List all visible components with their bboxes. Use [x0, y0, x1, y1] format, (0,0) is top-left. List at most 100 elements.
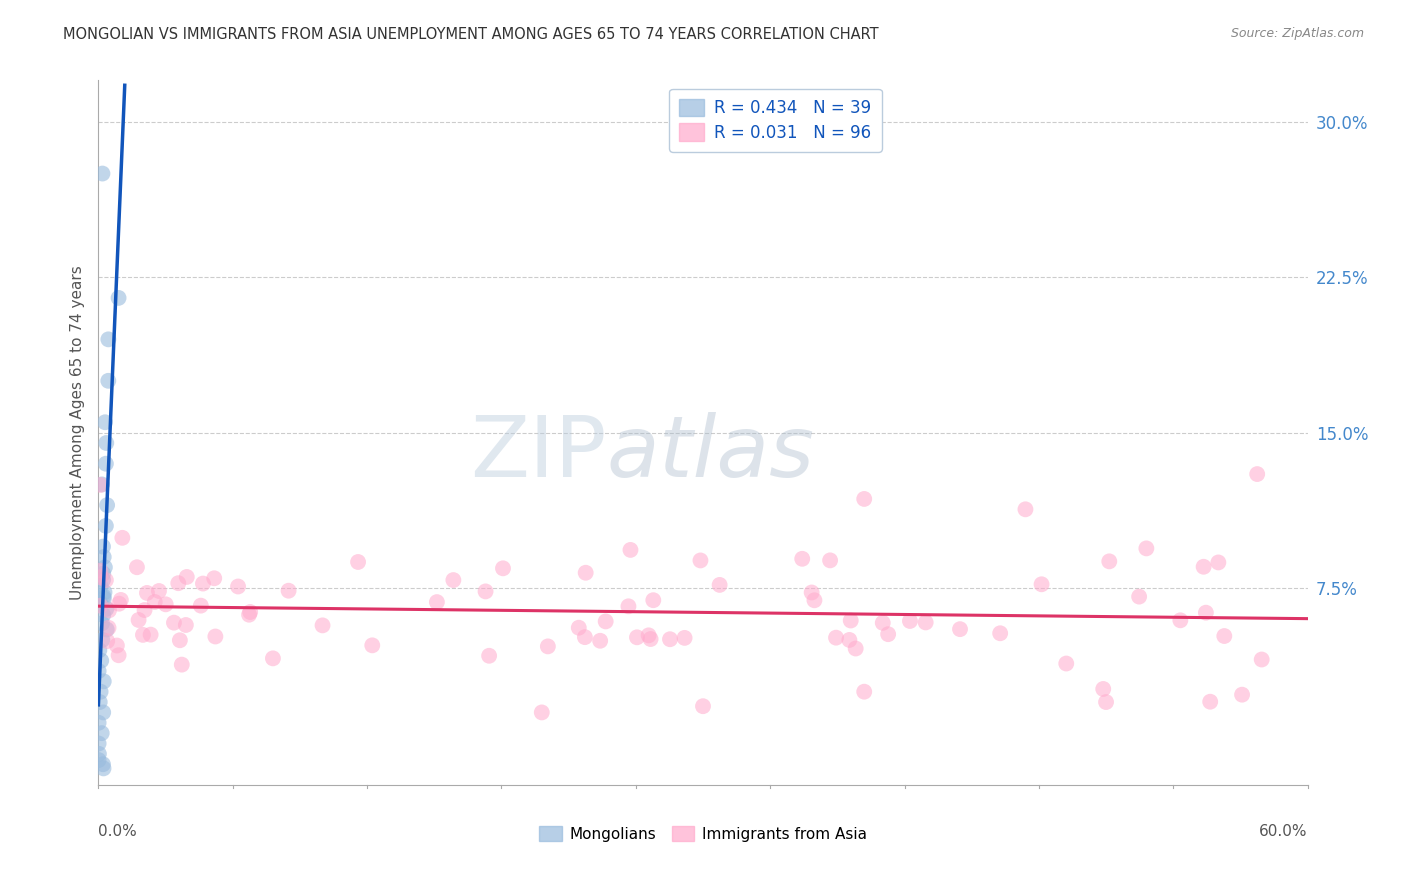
Point — [949, 622, 972, 636]
Point — [93, 549, 115, 564]
Point — [872, 615, 894, 630]
Point — [91, 477, 114, 491]
Point — [617, 599, 640, 614]
Point — [96, 634, 118, 648]
Point — [643, 593, 665, 607]
Point — [139, 627, 162, 641]
Point — [90, 726, 112, 740]
Point — [91, 566, 114, 581]
Point — [97, 332, 120, 346]
Point — [226, 580, 249, 594]
Point — [93, 585, 115, 599]
Point — [167, 576, 190, 591]
Point — [988, 626, 1011, 640]
Point — [914, 615, 936, 630]
Point — [838, 632, 860, 647]
Point — [97, 374, 120, 388]
Point — [93, 591, 115, 606]
Point — [575, 566, 598, 580]
Point — [90, 654, 112, 668]
Point — [478, 648, 501, 663]
Point — [709, 578, 731, 592]
Point — [89, 596, 111, 610]
Point — [93, 761, 115, 775]
Text: MONGOLIAN VS IMMIGRANTS FROM ASIA UNEMPLOYMENT AMONG AGES 65 TO 74 YEARS CORRELA: MONGOLIAN VS IMMIGRANTS FROM ASIA UNEMPL… — [63, 27, 879, 42]
Point — [96, 498, 118, 512]
Point — [110, 593, 132, 607]
Point — [311, 618, 333, 632]
Point — [474, 584, 496, 599]
Point — [1192, 559, 1215, 574]
Point — [136, 586, 159, 600]
Point — [1128, 590, 1150, 604]
Point — [89, 643, 111, 657]
Point — [262, 651, 284, 665]
Text: 0.0%: 0.0% — [98, 823, 138, 838]
Text: 60.0%: 60.0% — [1260, 823, 1308, 838]
Point — [87, 747, 110, 761]
Point — [426, 595, 449, 609]
Point — [574, 630, 596, 644]
Y-axis label: Unemployment Among Ages 65 to 74 years: Unemployment Among Ages 65 to 74 years — [69, 265, 84, 600]
Text: Source: ZipAtlas.com: Source: ZipAtlas.com — [1230, 27, 1364, 40]
Point — [91, 573, 114, 587]
Point — [134, 603, 156, 617]
Point — [91, 167, 114, 181]
Point — [89, 564, 111, 578]
Point — [568, 621, 591, 635]
Point — [441, 573, 464, 587]
Point — [818, 553, 841, 567]
Point — [1098, 554, 1121, 568]
Point — [111, 531, 134, 545]
Point — [97, 621, 120, 635]
Point — [347, 555, 370, 569]
Point — [626, 630, 648, 644]
Point — [91, 616, 114, 631]
Point — [1208, 556, 1230, 570]
Point — [1014, 502, 1036, 516]
Point — [1213, 629, 1236, 643]
Point — [361, 638, 384, 652]
Point — [1095, 695, 1118, 709]
Point — [537, 640, 560, 654]
Point — [595, 615, 617, 629]
Point — [125, 560, 148, 574]
Point — [96, 601, 118, 615]
Point — [93, 590, 115, 604]
Point — [803, 593, 825, 607]
Point — [1170, 613, 1192, 627]
Point — [90, 684, 112, 698]
Point — [87, 737, 110, 751]
Point — [589, 633, 612, 648]
Point — [689, 553, 711, 567]
Point — [89, 599, 111, 613]
Point — [1054, 657, 1077, 671]
Point — [492, 561, 515, 575]
Point — [898, 614, 921, 628]
Point — [1230, 688, 1253, 702]
Point — [94, 573, 117, 587]
Point — [163, 615, 186, 630]
Point — [202, 571, 225, 585]
Point — [107, 648, 129, 663]
Point — [673, 631, 696, 645]
Point — [659, 632, 682, 647]
Point — [845, 641, 868, 656]
Point — [170, 657, 193, 672]
Point — [190, 599, 212, 613]
Point — [174, 618, 197, 632]
Point — [155, 597, 177, 611]
Point — [91, 540, 114, 554]
Point — [277, 583, 299, 598]
Point — [143, 595, 166, 609]
Point — [96, 623, 118, 637]
Point — [169, 633, 191, 648]
Point — [792, 551, 814, 566]
Point — [853, 684, 876, 698]
Point — [94, 415, 117, 429]
Point — [1092, 681, 1115, 696]
Point — [204, 630, 226, 644]
Point — [148, 584, 170, 599]
Point — [98, 603, 121, 617]
Point — [191, 576, 214, 591]
